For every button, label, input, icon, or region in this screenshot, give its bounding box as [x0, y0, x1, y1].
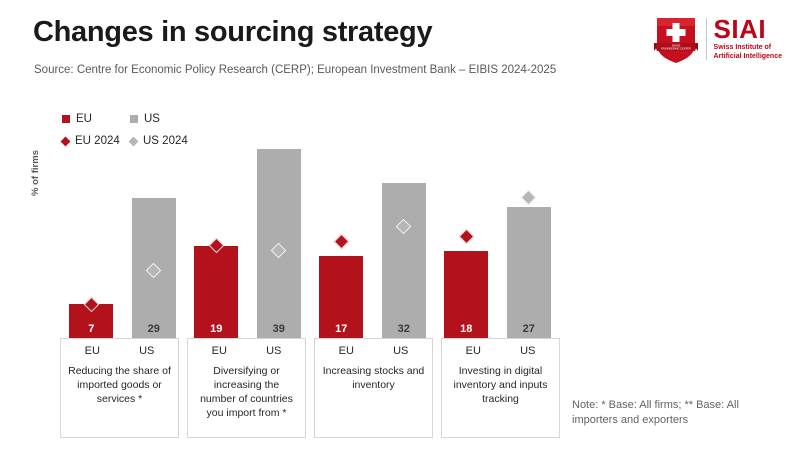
legend-item-eu: EU [62, 113, 130, 125]
marker-eu-2024-icon [458, 228, 475, 245]
category-subhead-eu: EU [211, 345, 227, 357]
marker-eu-2024-icon [333, 233, 350, 249]
page-title: Changes in sourcing strategy [33, 16, 433, 48]
bar-group: 7 29 [60, 120, 185, 338]
bar-us[interactable]: 32 [381, 182, 426, 338]
legend-label-us-2024: US 2024 [143, 135, 188, 147]
bar-value-label: 19 [210, 323, 223, 335]
legend-label-eu: EU [76, 113, 92, 125]
y-axis-label: % of firms [30, 150, 41, 196]
logo-subtitle-line2: Artificial Intelligence [713, 53, 782, 60]
marker-us-2024-icon [520, 189, 537, 206]
category-cell: EU US Diversifying or increasing the numbe… [187, 338, 306, 438]
legend-item-us: US [130, 113, 160, 125]
legend-square-eu-icon [62, 115, 70, 123]
legend-label-us: US [144, 113, 160, 125]
bar-value-label: 29 [147, 323, 160, 335]
category-cell: EU US Investing in digital inventory and i… [441, 338, 560, 438]
bar-slot-eu: 19 [185, 120, 248, 338]
bar-group: 18 27 [435, 120, 560, 338]
bar-us[interactable]: 27 [506, 207, 551, 338]
bar-value-label: 17 [335, 323, 348, 335]
source-caption: Source: Centre for Economic Policy Resea… [34, 64, 557, 76]
bar-group: 19 39 [185, 120, 310, 338]
bar-eu[interactable]: 19 [194, 245, 239, 338]
category-name: Reducing the share of imported goods or … [68, 365, 171, 405]
bar-value-label: 32 [397, 323, 410, 335]
category-name: Increasing stocks and inventory [322, 365, 425, 391]
bar-slot-us: 27 [498, 120, 561, 338]
bar-value-label: 39 [272, 323, 285, 335]
category-subhead-us: US [266, 345, 282, 357]
bar-value-label: 7 [88, 323, 95, 335]
chart-legend: EU US EU 2024 US 2024 [60, 108, 188, 152]
footnote-note: Note: * Base: All firms; ** Base: All im… [572, 399, 739, 426]
category-subhead-eu: EU [84, 345, 100, 357]
bar-value-label: 18 [460, 323, 473, 335]
category-subhead-us: US [520, 345, 536, 357]
category-cell: EU US Increasing stocks and inventory [314, 338, 433, 438]
legend-label-eu-2024: EU 2024 [75, 135, 120, 147]
category-subhead-us: US [393, 345, 409, 357]
legend-item-eu-2024: EU 2024 [60, 135, 130, 147]
bar-group: 17 32 [310, 120, 435, 338]
bar-slot-eu: 17 [310, 120, 373, 338]
bar-slot-us: 39 [248, 120, 311, 338]
logo-wordmark: SIAI [713, 14, 767, 45]
legend-square-us-icon [130, 115, 138, 123]
category-name: Investing in digital inventory and input… [453, 365, 548, 405]
siai-logo: SWISS ENGINEERING CENTER SIAI Swiss Inst… [653, 13, 782, 65]
bar-slot-us: 32 [373, 120, 436, 338]
swiss-shield-cross-icon: SWISS ENGINEERING CENTER [653, 18, 698, 63]
bar-slot-eu: 7 [60, 120, 123, 338]
category-subhead-us: US [139, 345, 155, 357]
category-table: EU US Reducing the share of imported goods… [60, 338, 560, 438]
bar-eu[interactable]: 18 [444, 250, 489, 338]
svg-text:SWISS: SWISS [671, 43, 680, 47]
bar-eu[interactable]: 17 [319, 255, 364, 338]
logo-divider [705, 18, 707, 60]
category-cell: EU US Reducing the share of imported goods… [60, 338, 179, 438]
bar-slot-us: 29 [123, 120, 186, 338]
bar-value-label: 27 [522, 323, 535, 335]
category-subhead-eu: EU [338, 345, 354, 357]
bar-chart-plot: 7 29 19 39 17 32 18 27 [60, 120, 560, 338]
category-name: Diversifying or increasing the number of… [200, 365, 293, 419]
legend-item-us-2024: US 2024 [128, 135, 188, 147]
logo-subtitle-line1: Swiss Institute of [713, 44, 772, 52]
category-subhead-eu: EU [465, 345, 481, 357]
svg-text:ENGINEERING CENTER: ENGINEERING CENTER [661, 47, 691, 51]
bar-slot-eu: 18 [435, 120, 498, 338]
